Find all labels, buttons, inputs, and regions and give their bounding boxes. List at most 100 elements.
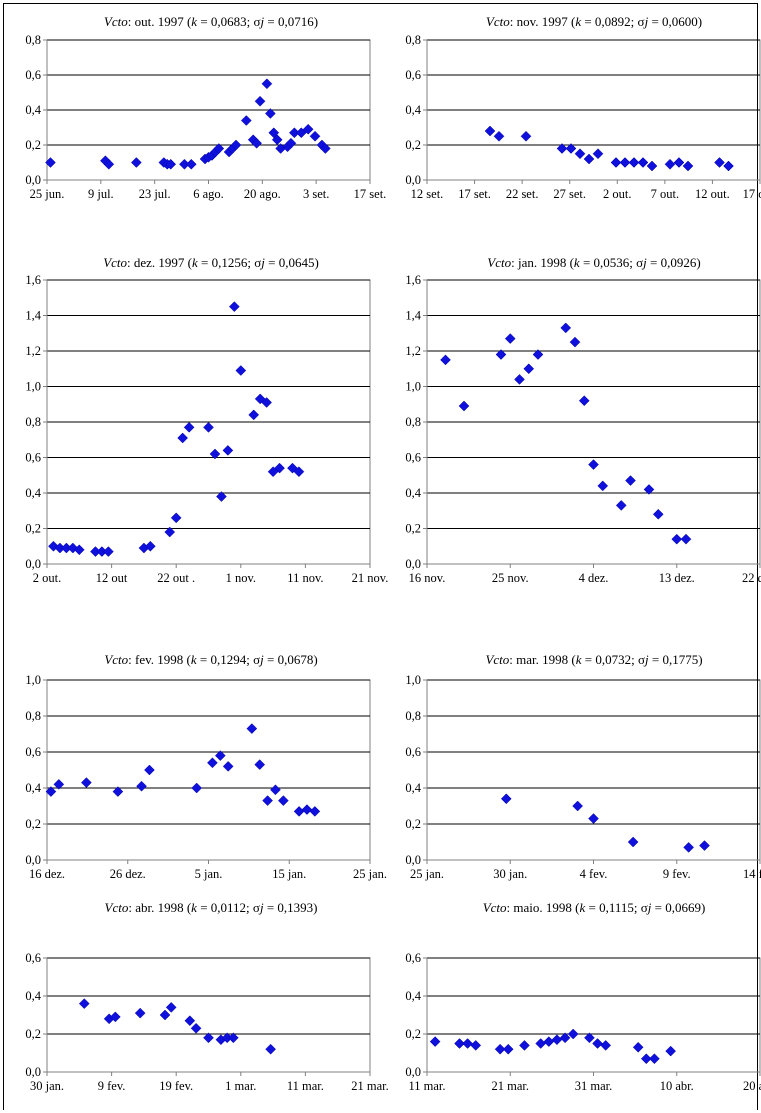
chart-svg: Vcto: maio. 1998 (k = 0,1115; σj = 0,066… — [405, 900, 761, 1093]
x-tick-label: 19 fev. — [159, 1079, 193, 1093]
y-tick-label: 1,2 — [405, 344, 421, 358]
data-point — [682, 160, 694, 172]
data-point — [714, 157, 725, 168]
data-point — [165, 158, 177, 170]
x-tick-label: 31 mar. — [575, 1079, 613, 1093]
data-point — [309, 806, 321, 817]
y-tick-label: 0,0 — [405, 173, 421, 187]
data-point — [584, 1032, 595, 1044]
x-tick-label: 17 out. — [743, 187, 761, 201]
data-point — [572, 800, 583, 812]
data-point — [504, 333, 516, 344]
data-point — [112, 786, 124, 797]
y-tick-label: 0,8 — [25, 415, 41, 429]
data-point — [130, 157, 142, 168]
data-point — [254, 759, 266, 770]
y-tick-label: 0,4 — [25, 781, 41, 795]
data-point — [73, 544, 85, 556]
x-tick-label: 21 mar. — [351, 1079, 389, 1093]
chart-abr-1998: Vcto: abr. 1998 (k = 0,0112; σj = 0,1393… — [4, 898, 388, 1108]
data-point — [535, 1038, 547, 1049]
chart-title: Vcto: nov. 1997 (k = 0,0892; σj = 0,0600… — [486, 14, 702, 29]
chart-svg: Vcto: mar. 1998 (k = 0,0732; σj = 0,1775… — [405, 652, 761, 881]
data-point — [440, 354, 451, 366]
data-point — [53, 779, 65, 790]
y-tick-label: 0,6 — [405, 951, 421, 965]
data-point — [680, 533, 692, 545]
x-tick-label: 9 fev. — [663, 867, 691, 881]
y-tick-label: 0,4 — [405, 989, 421, 1003]
x-tick-label: 22 dez. — [742, 571, 761, 585]
data-point — [588, 459, 599, 470]
data-point — [551, 1034, 563, 1046]
y-tick-label: 1,0 — [405, 380, 421, 394]
data-point — [671, 533, 683, 545]
y-tick-label: 1,4 — [25, 309, 41, 323]
y-tick-label: 1,0 — [405, 673, 421, 687]
y-tick-label: 0,2 — [405, 1027, 421, 1041]
data-point — [494, 1043, 506, 1055]
data-point — [640, 1053, 652, 1065]
data-point — [264, 108, 276, 119]
y-tick-label: 1,4 — [405, 309, 421, 323]
x-tick-label: 12 out — [96, 571, 128, 585]
data-point — [295, 127, 307, 139]
data-point — [458, 400, 470, 412]
data-point — [261, 397, 272, 408]
data-point — [268, 127, 280, 139]
data-point — [301, 804, 313, 815]
chart-title: Vcto: out. 1997 (k = 0,0683; σj = 0,0716… — [104, 14, 318, 29]
data-point — [191, 782, 203, 794]
data-point — [615, 500, 627, 511]
data-point — [664, 158, 676, 170]
y-tick-label: 0,6 — [25, 68, 41, 82]
page-frame — [3, 3, 758, 1110]
data-point — [569, 336, 581, 348]
data-point — [228, 301, 240, 312]
plot-area — [46, 957, 371, 1073]
data-point — [277, 795, 289, 806]
data-point — [262, 795, 273, 806]
data-point — [103, 158, 115, 170]
data-point — [600, 1040, 612, 1051]
data-point — [495, 349, 507, 360]
data-point — [500, 793, 512, 805]
data-point — [265, 1043, 276, 1055]
data-point — [183, 421, 195, 433]
data-point — [274, 462, 285, 474]
y-tick-label: 0,8 — [405, 33, 421, 47]
data-point — [207, 757, 218, 769]
chart-dez-1997: Vcto: dez. 1997 (k = 0,1256; σj = 0,0645… — [4, 255, 388, 596]
y-tick-label: 0,8 — [405, 415, 421, 429]
y-tick-label: 0,2 — [405, 817, 421, 831]
data-point — [619, 157, 631, 168]
chart-jan-1998: Vcto: jan. 1998 (k = 0,0536; σj = 0,0926… — [380, 255, 761, 596]
data-point — [627, 836, 639, 848]
data-point — [78, 998, 90, 1009]
x-tick-label: 22 out . — [157, 571, 195, 585]
y-tick-label: 0,2 — [405, 522, 421, 536]
data-point — [230, 139, 242, 151]
y-tick-label: 0,6 — [405, 745, 421, 759]
data-point — [144, 764, 155, 776]
data-point — [567, 1028, 579, 1040]
data-point — [203, 1032, 214, 1044]
x-tick-label: 11 mar. — [408, 1079, 445, 1093]
y-tick-label: 1,0 — [25, 380, 41, 394]
data-point — [454, 1038, 465, 1049]
y-tick-label: 0,2 — [25, 1027, 41, 1041]
chart-nov-1997: Vcto: nov. 1997 (k = 0,0892; σj = 0,0600… — [380, 4, 761, 224]
y-tick-label: 0,0 — [405, 853, 421, 867]
data-point — [523, 363, 535, 375]
x-tick-label: 11 mar. — [287, 1079, 324, 1093]
y-tick-label: 0,2 — [405, 138, 421, 152]
x-tick-label: 27 set. — [553, 187, 586, 201]
data-point — [502, 1043, 514, 1055]
data-point — [165, 1002, 177, 1013]
data-point — [646, 160, 658, 172]
data-point — [164, 526, 176, 538]
data-point — [514, 374, 525, 385]
y-tick-label: 0,4 — [25, 103, 41, 117]
y-tick-label: 0,2 — [25, 138, 41, 152]
data-point — [293, 806, 305, 817]
